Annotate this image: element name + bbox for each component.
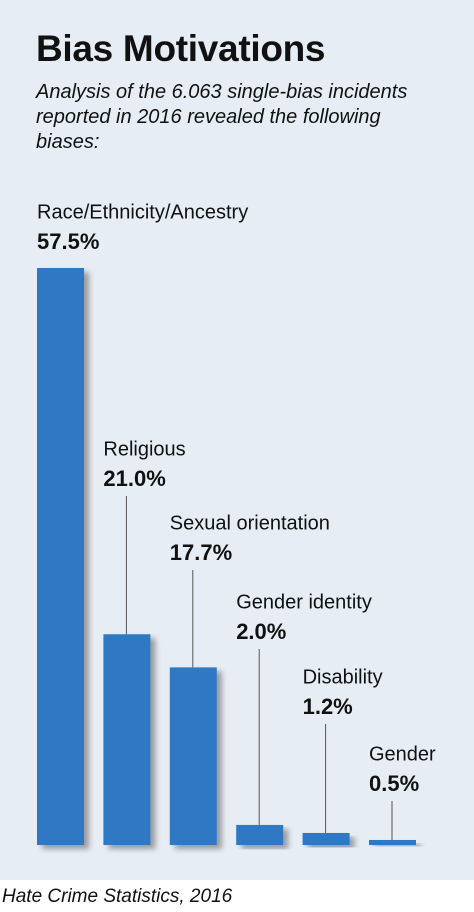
value-label: 57.5% [37, 229, 99, 254]
source-note: Hate Crime Statistics, 2016 [2, 886, 233, 907]
bar [169, 667, 217, 845]
value-label: 2.0% [236, 619, 286, 644]
category-label: Sexual orientation [170, 512, 330, 534]
category-label: Race/Ethnicity/Ancestry [37, 201, 248, 223]
bar [236, 824, 284, 845]
value-label: 17.7% [170, 540, 232, 565]
category-label: Gender identity [236, 591, 372, 613]
value-label: 0.5% [369, 771, 419, 796]
bar [302, 832, 350, 845]
bar [369, 839, 416, 845]
chart-subtitle: Analysis of the 6.063 single-bias incide… [36, 81, 408, 153]
value-label: 21.0% [103, 466, 165, 491]
chart: Race/Ethnicity/Ancestry 57.5% Religious 21.… [37, 201, 436, 845]
category-label: Gender [369, 743, 436, 765]
bar [37, 268, 84, 845]
category-label: Disability [303, 666, 383, 688]
chart-title: Bias Motivations [36, 28, 326, 69]
value-label: 1.2% [303, 694, 353, 719]
category-label: Religious [103, 438, 185, 460]
bar [103, 634, 151, 845]
